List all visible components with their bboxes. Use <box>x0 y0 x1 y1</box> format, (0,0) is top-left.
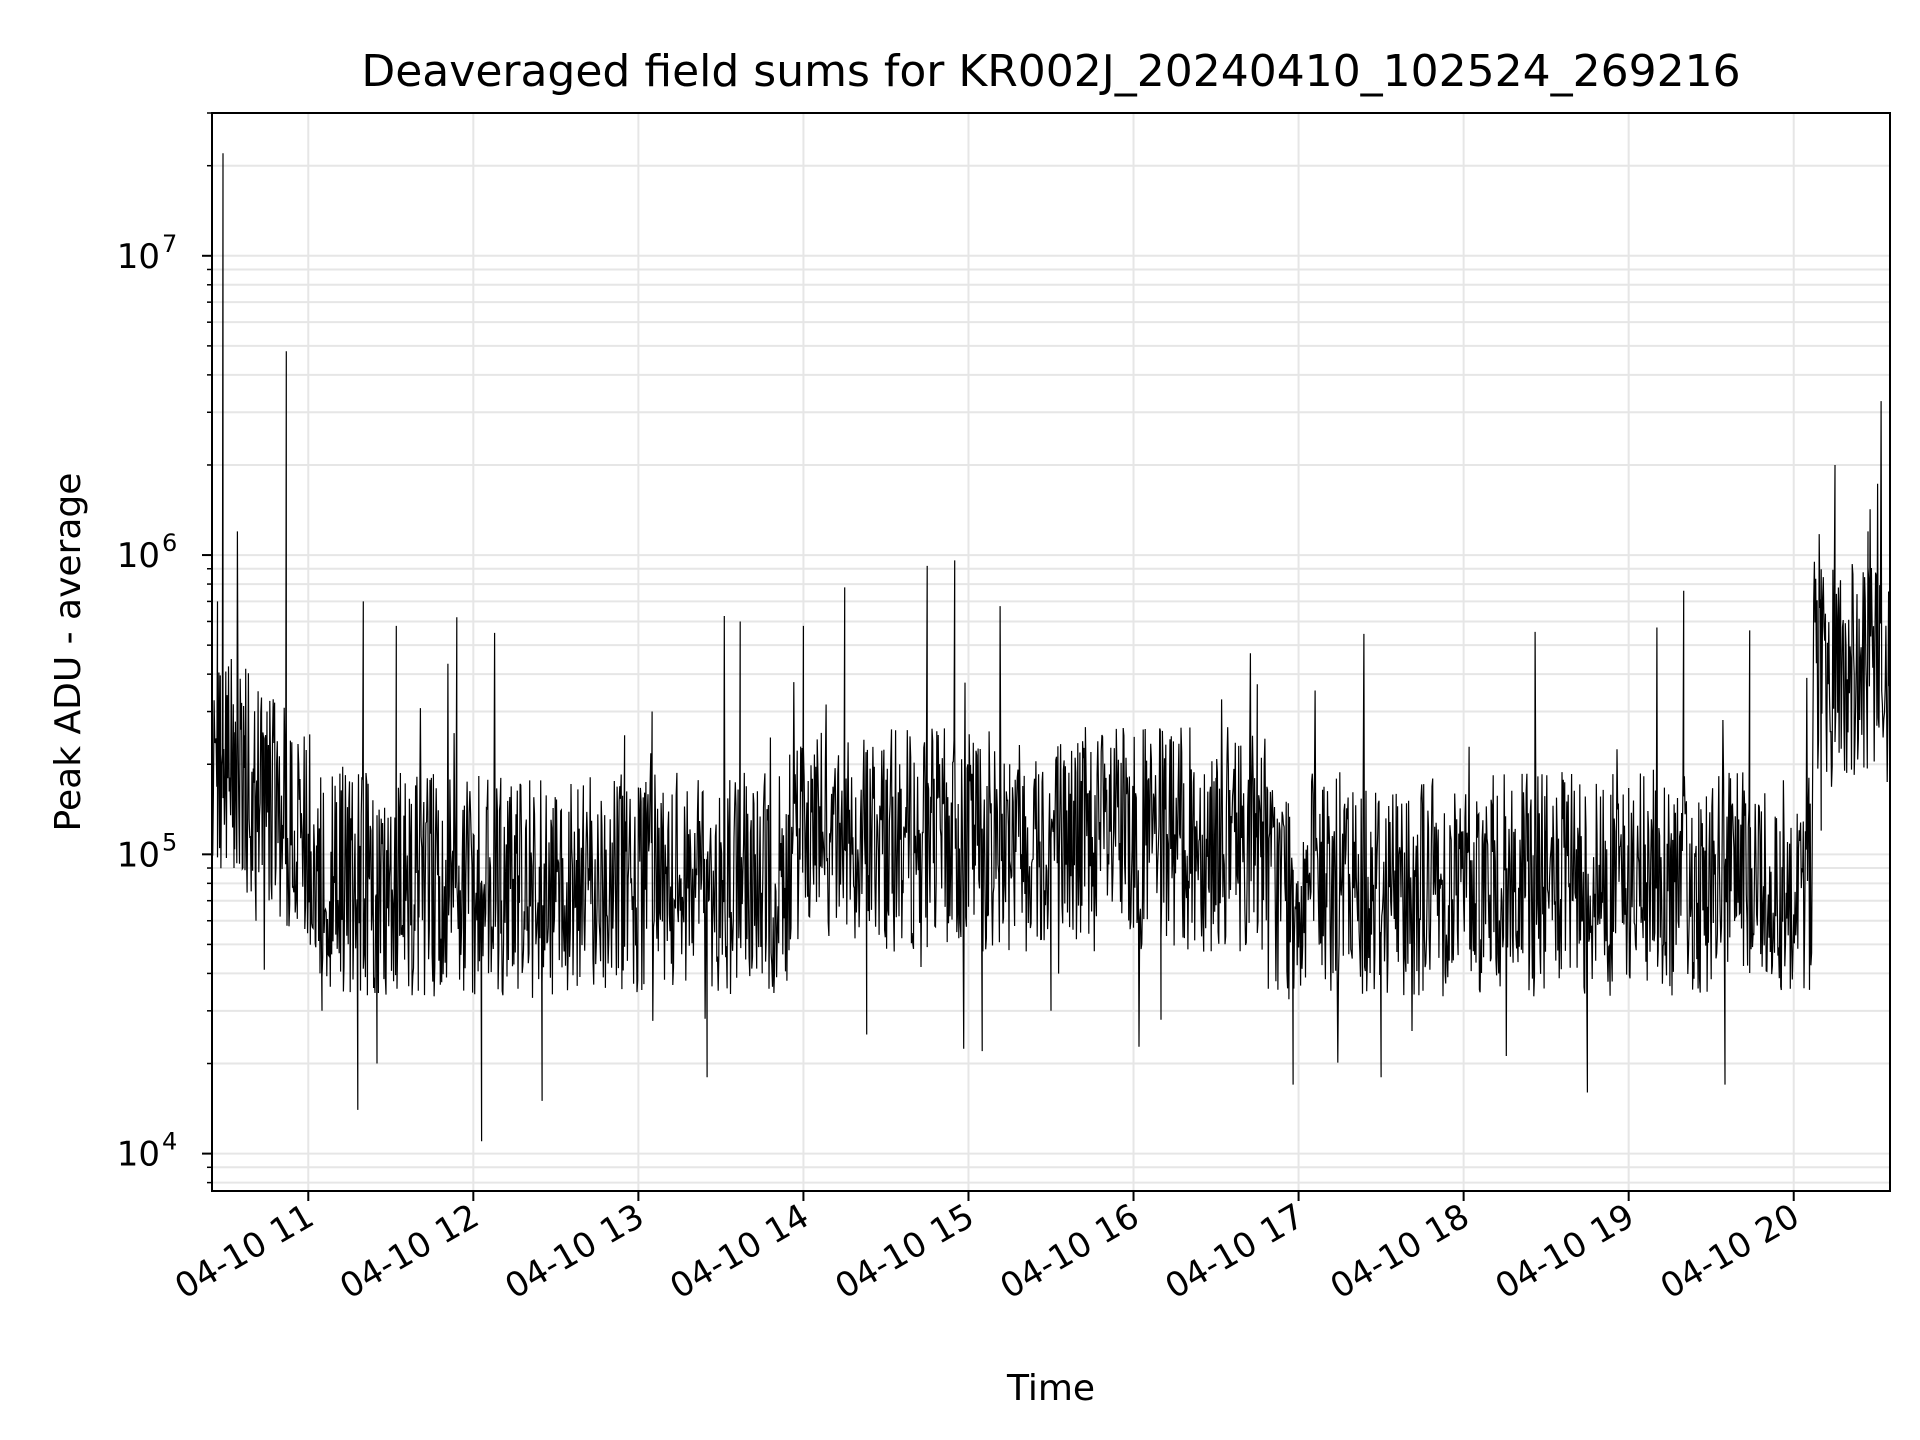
y-tick-label-exponent: 5 <box>162 828 177 856</box>
y-tick-label: 10 <box>117 1135 160 1175</box>
y-tick-label-base: 10 <box>117 237 160 277</box>
y-tick-label-base: 10 <box>117 1135 160 1175</box>
y-axis-label: Peak ADU - average <box>48 473 89 832</box>
y-tick-label-exponent: 6 <box>162 529 177 557</box>
y-tick-label-exponent: 7 <box>162 230 177 258</box>
y-tick-label: 10 <box>117 536 160 576</box>
plot-frame <box>211 112 1891 1192</box>
y-tick-label: 10 <box>117 835 160 875</box>
y-tick-label-base: 10 <box>117 536 160 576</box>
y-tick-label-base: 10 <box>117 835 160 875</box>
x-axis-label: Time <box>1006 1368 1095 1409</box>
y-tick-label-exponent: 4 <box>162 1128 177 1156</box>
data-series-line <box>212 153 1890 1142</box>
y-tick-label: 10 <box>117 237 160 277</box>
chart-title: Deaveraged field sums for KR002J_2024041… <box>361 46 1740 97</box>
